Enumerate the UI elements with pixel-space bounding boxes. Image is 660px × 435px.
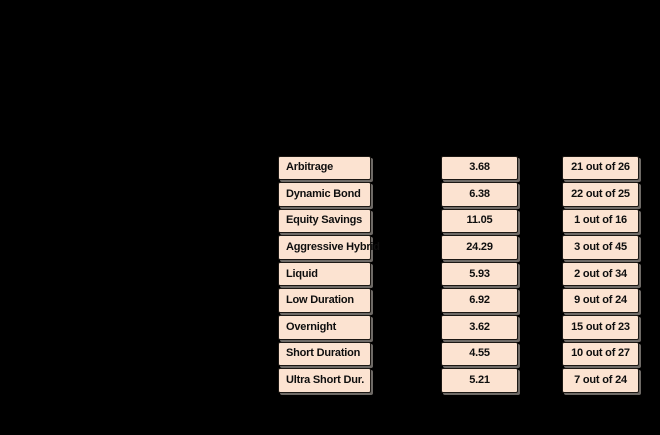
rank-cell: 9 out of 24 xyxy=(562,288,639,313)
value-cell: 24.29 xyxy=(441,235,518,260)
category-cell: Overnight xyxy=(278,315,371,340)
value-cell: 11.05 xyxy=(441,208,518,234)
value-cell: 5.93 xyxy=(441,261,518,287)
value-cell: 3.68 xyxy=(441,155,518,180)
value-column: 3.68 6.38 11.05 24.29 5.93 6.92 3.62 4.55 5.21 xyxy=(441,155,518,393)
rank-column: 21 out of 26 22 out of 25 1 out of 16 3 out… xyxy=(562,155,639,393)
value-cell: 5.21 xyxy=(441,368,518,393)
value-cell: 3.62 xyxy=(441,315,518,340)
value-cell: 6.92 xyxy=(441,288,518,313)
category-cell: Low Duration xyxy=(278,288,371,313)
category-cell: Dynamic Bond xyxy=(278,182,371,207)
category-cell: Arbitrage xyxy=(278,155,371,180)
value-cell: 6.38 xyxy=(441,182,518,207)
rank-cell: 22 out of 25 xyxy=(562,182,639,207)
rank-cell: 15 out of 23 xyxy=(562,315,639,340)
category-cell: Short Duration xyxy=(278,341,371,367)
rank-cell: 2 out of 34 xyxy=(562,261,639,287)
rank-cell: 7 out of 24 xyxy=(562,368,639,393)
value-cell: 4.55 xyxy=(441,341,518,367)
category-cell: Ultra Short Dur. xyxy=(278,368,371,393)
category-cell: Aggressive Hybrid xyxy=(278,235,380,260)
category-column: Arbitrage Dynamic Bond Equity Savings Aggre… xyxy=(278,155,380,393)
rank-cell: 21 out of 26 xyxy=(562,155,639,180)
rank-cell: 10 out of 27 xyxy=(562,341,639,367)
category-cell: Liquid xyxy=(278,261,371,287)
category-cell: Equity Savings xyxy=(278,208,371,234)
rank-cell: 1 out of 16 xyxy=(562,208,639,234)
rank-cell: 3 out of 45 xyxy=(562,235,639,260)
